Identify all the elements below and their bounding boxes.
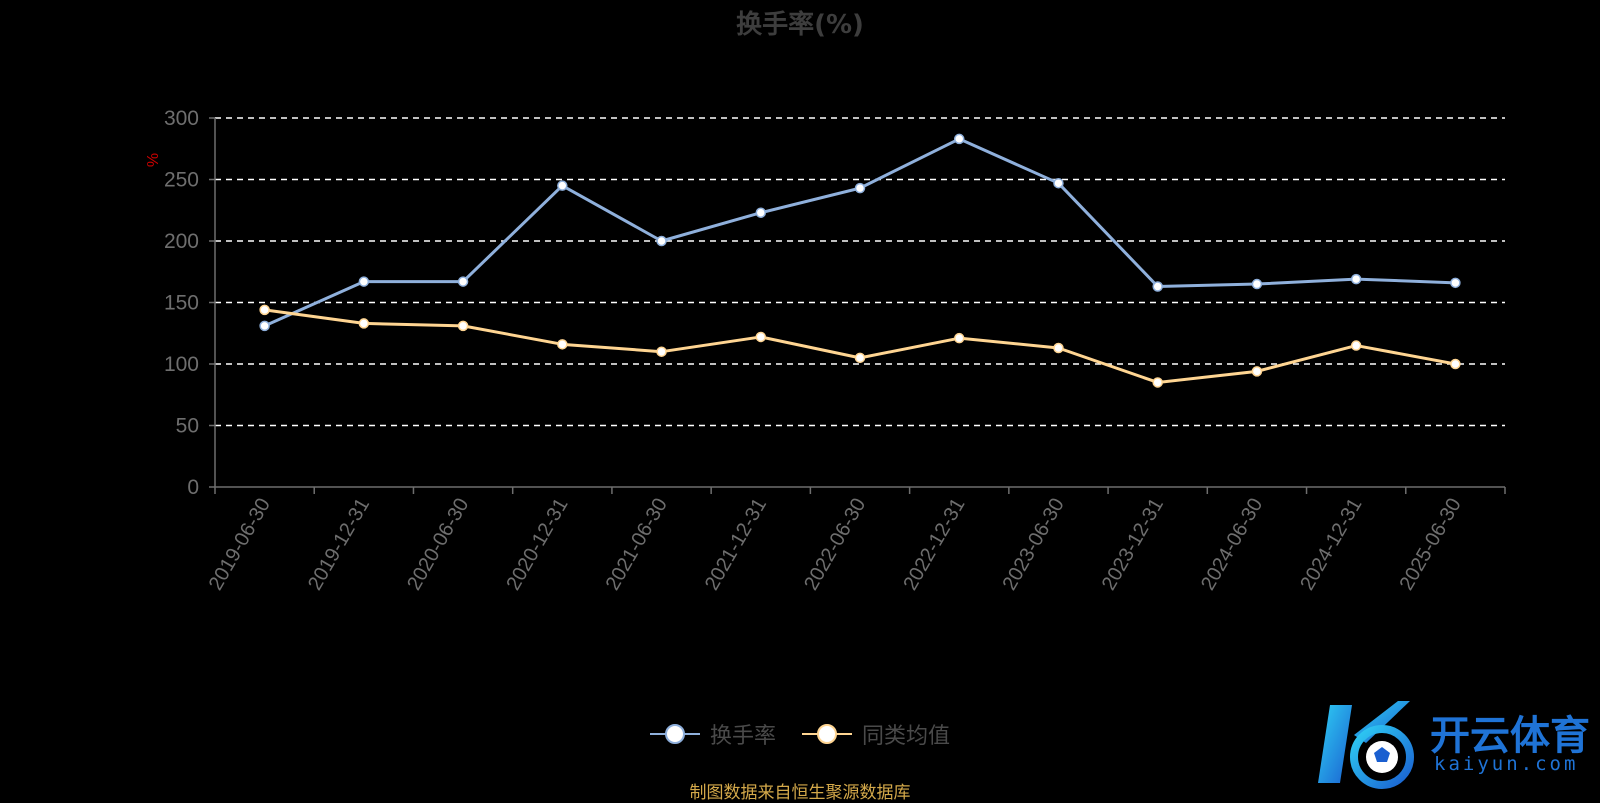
- series-0-point: [358, 276, 370, 287]
- series-0-point: [755, 207, 767, 218]
- series-1-point: [358, 318, 370, 329]
- y-tick-label: 250: [164, 169, 199, 192]
- series-1-point: [953, 332, 965, 344]
- y-tick-label: 200: [164, 230, 199, 253]
- series-1-point: [1450, 358, 1461, 370]
- series-line-1: [264, 308, 1456, 384]
- series-line-0: [264, 137, 1456, 328]
- series-0-point: [854, 182, 866, 194]
- y-axis-label: %: [145, 153, 162, 167]
- series-1-point: [656, 346, 667, 357]
- brand-logo-icon: [1318, 701, 1414, 789]
- x-tick-label: 2025-06-30: [1396, 495, 1466, 595]
- series-1-point: [755, 331, 767, 343]
- series-0-point: [1152, 281, 1163, 292]
- x-tick-label: 2023-06-30: [999, 495, 1069, 595]
- legend-label: 换手率: [709, 724, 776, 749]
- x-tick-label: 2022-06-30: [800, 495, 870, 595]
- legend-marker-icon: [802, 722, 852, 746]
- watermark-logo: 开云体育 kaiyun.com: [1310, 695, 1595, 795]
- y-tick-label: 50: [176, 415, 199, 438]
- series-1-point: [1152, 377, 1163, 388]
- x-tick-label: 2021-06-30: [602, 495, 672, 595]
- series-0-point: [1053, 177, 1064, 189]
- series-0-point: [1450, 277, 1461, 289]
- x-tick-label: 2024-12-31: [1296, 495, 1366, 595]
- x-tick-label: 2021-12-31: [701, 495, 771, 595]
- y-tick-label: 300: [164, 107, 199, 130]
- series-1-point: [259, 304, 270, 316]
- series-0-point: [259, 320, 270, 332]
- series-1-point: [1350, 340, 1362, 351]
- y-tick-label: 100: [164, 353, 199, 376]
- series-1-point: [854, 352, 866, 364]
- x-tick-label: 2022-12-31: [899, 495, 969, 595]
- series-0-point: [656, 235, 667, 247]
- series-0-point: [457, 276, 469, 287]
- chart-title: 换手率(%): [736, 10, 864, 40]
- series-1-point: [457, 320, 469, 332]
- legend-label: 同类均值: [862, 724, 951, 749]
- x-tick-label: 2024-06-30: [1197, 495, 1267, 595]
- x-tick-label: 2020-06-30: [403, 495, 473, 595]
- x-tick-label: 2019-12-31: [304, 495, 374, 595]
- x-tick-label: 2023-12-31: [1098, 495, 1168, 595]
- series-0-point: [1251, 278, 1263, 290]
- series-1-point: [1053, 342, 1064, 354]
- chart-legend: 换手率 同类均值: [0, 718, 1600, 750]
- y-tick-label: 150: [164, 292, 199, 315]
- legend-item-turnover[interactable]: 换手率: [649, 718, 776, 750]
- series-0-point: [1350, 273, 1362, 285]
- series-0-point: [953, 133, 965, 145]
- legend-marker-icon: [649, 722, 700, 746]
- data-source-note: 制图数据来自恒生聚源数据库: [689, 783, 911, 803]
- brand-name: 开云体育: [1430, 713, 1590, 759]
- series-1-point: [1251, 366, 1263, 377]
- x-tick-label: 2020-12-31: [502, 495, 572, 595]
- series-1-point: [557, 339, 568, 350]
- series-0-point: [557, 180, 568, 191]
- legend-item-peer-average[interactable]: 同类均值: [802, 718, 950, 750]
- brand-domain: kaiyun.com: [1434, 753, 1579, 775]
- y-tick-label: 0: [187, 476, 199, 499]
- x-tick-label: 2019-06-30: [205, 495, 275, 595]
